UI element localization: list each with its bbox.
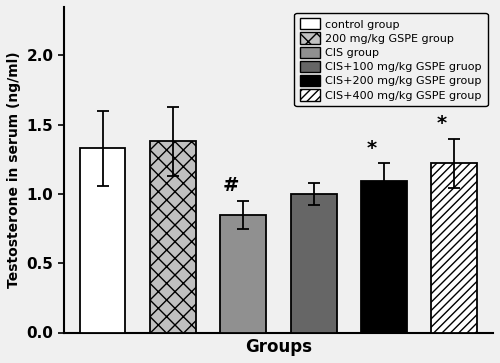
Bar (432, 163, 477, 333)
Text: *: * (436, 114, 447, 133)
X-axis label: Groups: Groups (245, 338, 312, 356)
Text: #: # (222, 176, 239, 195)
Bar (220, 215, 266, 333)
Legend: control group, 200 mg/kg GSPE group, CIS group, CIS+100 mg/kg GSPE gruop, CIS+20: control group, 200 mg/kg GSPE group, CIS… (294, 12, 488, 106)
Text: *: * (366, 139, 376, 158)
Bar (150, 141, 196, 333)
Y-axis label: Testosterone in serum (ng/ml): Testosterone in serum (ng/ml) (7, 52, 21, 288)
Bar (80, 148, 126, 333)
Bar (361, 182, 407, 333)
Bar (291, 194, 337, 333)
